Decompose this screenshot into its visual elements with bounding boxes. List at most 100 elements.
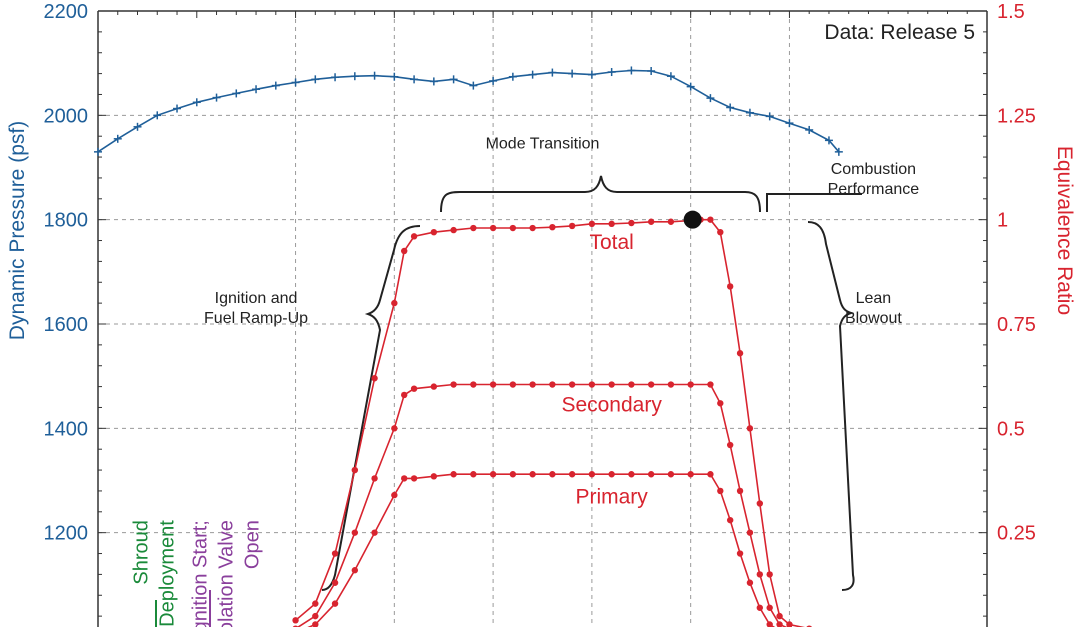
right-axis-label: Equivalence Ratio (1053, 146, 1076, 315)
data-point-secondary (312, 612, 319, 620)
data-point-pressure (173, 104, 182, 113)
data-point-pressure (508, 72, 517, 81)
data-point-secondary (410, 385, 418, 392)
left-tick-label: 1200 (44, 523, 89, 545)
data-point-secondary (736, 487, 744, 495)
data-point-primary (588, 471, 596, 478)
data-point-secondary (470, 381, 477, 388)
data-point-total (331, 550, 339, 557)
left-tick-label: 1800 (44, 210, 89, 232)
data-point-primary (707, 471, 714, 478)
data-point-secondary (776, 621, 783, 628)
data-point-total (292, 617, 299, 624)
data-point-secondary (509, 381, 517, 388)
data-point-primary (430, 473, 438, 480)
data-point-total (470, 224, 477, 232)
annotation-line: Blowout (845, 310, 902, 327)
data-point-total (766, 571, 773, 578)
data-point-total (529, 224, 536, 232)
right-tick-label: 0.5 (997, 418, 1025, 440)
data-point-secondary (430, 383, 438, 390)
data-point-total (608, 220, 615, 228)
data-point-pressure (726, 103, 735, 112)
left-tick-label: 2000 (44, 105, 89, 127)
data-point-pressure (94, 147, 102, 156)
series-total (292, 216, 813, 632)
data-point-pressure (252, 85, 261, 94)
data-point-secondary (647, 381, 655, 388)
data-point-total (736, 350, 744, 357)
annotation-line: Mode Transition (486, 136, 600, 153)
data-point-total (756, 500, 764, 507)
annotation-line: Lean (856, 290, 892, 307)
data-point-pressure (232, 89, 241, 98)
data-point-secondary (529, 381, 536, 388)
series-line-secondary (295, 383, 810, 632)
left-axis-label: Dynamic Pressure (psf) (6, 121, 29, 340)
data-point-primary (766, 621, 773, 628)
data-point-primary (391, 491, 398, 499)
ignition-bracket (321, 225, 421, 591)
mode-transition-bracket (440, 175, 761, 213)
data-point-pressure (489, 76, 498, 85)
data-point-total (371, 375, 378, 382)
data-point-total (707, 216, 714, 223)
data-point-primary (489, 471, 497, 478)
data-point-pressure (627, 66, 636, 75)
data-point-pressure (666, 72, 675, 81)
data-point-primary (628, 471, 635, 478)
annotation-line: Deployment (156, 520, 178, 627)
data-point-total (450, 226, 457, 234)
annotation-lean: Lean Blowout (845, 290, 902, 327)
data-point-secondary (450, 381, 457, 388)
data-point-pressure (370, 71, 379, 80)
data-point-secondary (401, 391, 408, 399)
data-point-pressure (311, 75, 320, 84)
data-point-pressure (568, 69, 577, 78)
data-point-secondary (628, 381, 635, 388)
data-point-primary (470, 471, 477, 478)
data-point-total (776, 612, 783, 620)
data-point-primary (331, 600, 339, 607)
data-point-secondary (568, 381, 576, 388)
data-point-primary (401, 475, 408, 482)
data-point-total (430, 228, 438, 236)
data-point-primary (568, 471, 576, 478)
data-point-primary (549, 471, 556, 478)
data-point-primary (756, 604, 764, 611)
data-point-total (351, 466, 359, 474)
annotation-line: Fuel Ramp-Up (204, 310, 308, 327)
series-line-primary (295, 473, 790, 632)
data-point-primary (351, 567, 359, 574)
data-point-pressure (805, 125, 814, 134)
data-point-total (746, 425, 754, 432)
left-tick-label: 2200 (44, 1, 89, 23)
right-tick-label: 1 (997, 210, 1008, 232)
curve-label-total: Total (589, 231, 633, 254)
data-point-primary (647, 471, 655, 478)
annotation-line: Ignition Start; (190, 520, 212, 627)
data-point-secondary (687, 381, 694, 388)
series-secondary (292, 381, 813, 632)
data-point-primary (529, 471, 536, 478)
data-point-total (489, 224, 497, 232)
data-point-secondary (756, 571, 764, 578)
data-point-primary (410, 475, 418, 482)
data-point-pressure (745, 108, 754, 117)
data-point-secondary (391, 425, 398, 432)
data-point-pressure (449, 75, 458, 84)
annotation-line: Ignition and (215, 290, 298, 307)
data-point-pressure (331, 73, 340, 82)
data-point-pressure (350, 72, 359, 81)
data-point-pressure (824, 136, 833, 145)
data-point-secondary (371, 475, 378, 482)
data-point-pressure (133, 122, 142, 131)
data-point-pressure (528, 70, 537, 79)
annotation-mode: Mode Transition (486, 136, 600, 153)
data-point-primary (746, 579, 754, 586)
data-point-pressure (834, 147, 843, 156)
data-point-secondary (588, 381, 596, 388)
data-point-secondary (746, 529, 754, 536)
